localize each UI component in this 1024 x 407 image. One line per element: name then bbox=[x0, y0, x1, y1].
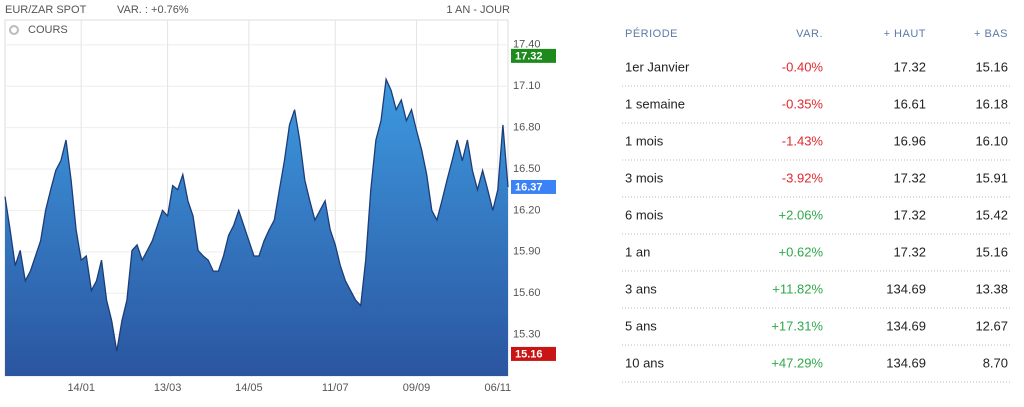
line bbox=[4, 76, 509, 352]
table-cell: 16.10 bbox=[975, 133, 1008, 148]
y-tick-label: 17.40 bbox=[513, 39, 541, 51]
table-cell: 15.91 bbox=[975, 170, 1008, 185]
table-cell: 13.38 bbox=[975, 281, 1008, 296]
price-badge-label: 17.32 bbox=[515, 50, 543, 62]
y-tick-label: 15.60 bbox=[513, 287, 541, 299]
table-cell: +47.29% bbox=[771, 355, 823, 370]
table-cell: +11.82% bbox=[772, 281, 823, 296]
table-cell: 12.67 bbox=[975, 318, 1008, 333]
x-tick-label: 14/01 bbox=[67, 382, 95, 394]
table-cell: 15.16 bbox=[975, 59, 1008, 74]
y-tick-label: 15.30 bbox=[513, 329, 541, 341]
table-cell: +2.06% bbox=[779, 207, 824, 222]
table-cell: -1.43% bbox=[782, 133, 824, 148]
table-cell: +17.31% bbox=[771, 318, 823, 333]
price-badge-label: 15.16 bbox=[515, 348, 543, 360]
y-tick-label: 17.10 bbox=[513, 80, 541, 92]
column-header: + HAUT bbox=[884, 28, 926, 40]
area bbox=[5, 79, 508, 377]
table-cell: 16.96 bbox=[893, 133, 926, 148]
table-cell: 134.69 bbox=[886, 281, 926, 296]
change: VAR. : +0.76% bbox=[117, 4, 189, 16]
table-cell: 10 ans bbox=[625, 355, 665, 370]
table-cell: 6 mois bbox=[625, 207, 664, 222]
price-badge bbox=[511, 346, 556, 361]
table-cell: -0.35% bbox=[782, 96, 824, 111]
table-cell: 1er Janvier bbox=[625, 59, 690, 74]
price-badge-label: 16.37 bbox=[515, 181, 543, 193]
gear-icon bbox=[9, 25, 19, 35]
table-cell: 1 an bbox=[625, 244, 650, 259]
table-cell: 16.61 bbox=[893, 96, 926, 111]
table-cell: 15.42 bbox=[975, 207, 1008, 222]
column-header: VAR. bbox=[796, 28, 823, 40]
table-cell: 3 mois bbox=[625, 170, 664, 185]
table-cell: 134.69 bbox=[886, 355, 926, 370]
x-tick-label: 11/07 bbox=[322, 382, 349, 394]
y-tick-label: 16.80 bbox=[513, 122, 541, 134]
y-tick-label: 15.90 bbox=[513, 246, 541, 258]
table-cell: 17.32 bbox=[893, 207, 926, 222]
table-cell: 1 semaine bbox=[625, 96, 685, 111]
table-cell: 3 ans bbox=[625, 281, 657, 296]
table-cell: +0.62% bbox=[779, 244, 824, 259]
price-badge bbox=[511, 48, 556, 63]
table-cell: 134.69 bbox=[886, 318, 926, 333]
table-cell: 15.16 bbox=[975, 244, 1008, 259]
price-badge bbox=[511, 179, 556, 194]
y-tick-label: 16.50 bbox=[513, 163, 541, 175]
table-cell: 17.32 bbox=[893, 59, 926, 74]
column-header: PÉRIODE bbox=[625, 27, 678, 40]
x-tick-label: 14/05 bbox=[235, 382, 263, 394]
table-cell: 17.32 bbox=[893, 170, 926, 185]
x-tick-label: 13/03 bbox=[154, 382, 182, 394]
table-cell: 17.32 bbox=[893, 244, 926, 259]
column-header: + BAS bbox=[974, 28, 1008, 40]
instrument: EUR/ZAR SPOT bbox=[5, 4, 87, 16]
table-cell: 16.18 bbox=[975, 96, 1008, 111]
legend-label: COURS bbox=[28, 24, 68, 36]
table-cell: -3.92% bbox=[782, 170, 824, 185]
x-tick-label: 06/11 bbox=[484, 382, 511, 394]
table-cell: 5 ans bbox=[625, 318, 657, 333]
table-cell: 1 mois bbox=[625, 133, 664, 148]
table-cell: 8.70 bbox=[983, 355, 1008, 370]
period: 1 AN - JOUR bbox=[446, 4, 510, 16]
table-cell: -0.40% bbox=[782, 59, 824, 74]
x-tick-label: 09/09 bbox=[403, 382, 431, 394]
y-tick-label: 16.20 bbox=[513, 204, 541, 216]
